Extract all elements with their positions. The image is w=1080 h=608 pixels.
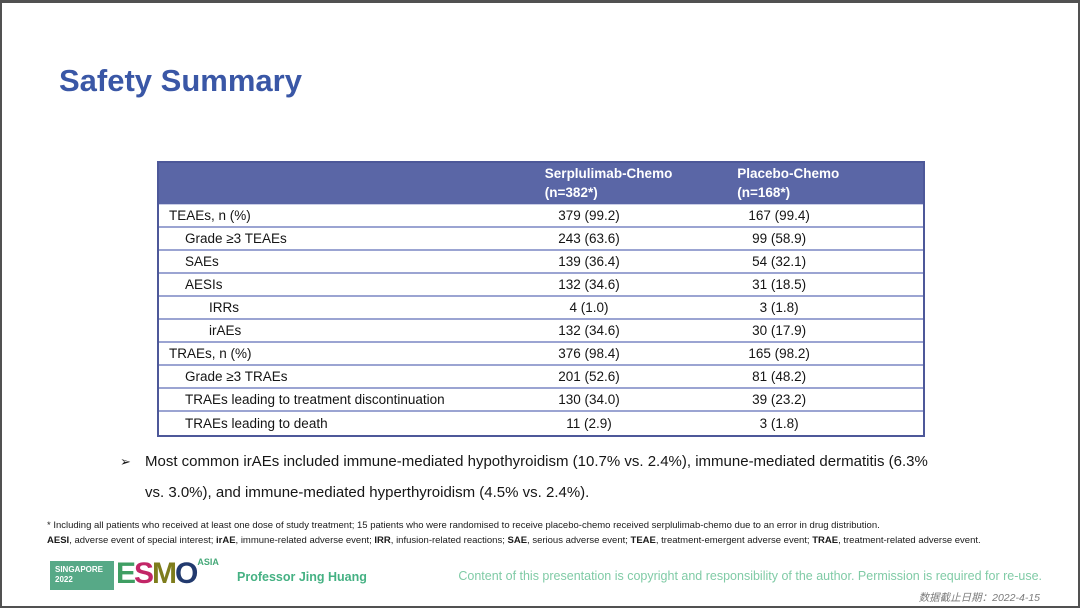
row-value-placebo: 3 (1.8) [759, 300, 799, 315]
header-serplulimab-line1: Serplulimab-Chemo [544, 166, 673, 182]
footnote-text: , serious adverse event; [527, 534, 631, 546]
logo-asia-text: ASIA [197, 557, 219, 567]
table-row: SAEs 139 (36.4) 54 (32.1) [159, 251, 923, 274]
row-value-placebo: 99 (58.9) [752, 231, 807, 246]
header-placebo-line1: Placebo-Chemo [737, 166, 840, 182]
footnote-abbreviation: IRR [374, 534, 391, 546]
row-label: Grade ≥3 TEAEs [185, 231, 287, 246]
footnote-abbreviation: AESI [47, 534, 70, 546]
row-value-serplulimab: 132 (34.6) [558, 277, 620, 292]
table-row: irAEs 132 (34.6) 30 (17.9) [159, 320, 923, 343]
logo-letter-e: E [116, 557, 136, 590]
footnote-text: , treatment-emergent adverse event; [655, 534, 813, 546]
row-value-placebo: 39 (23.2) [752, 392, 807, 407]
row-label: IRRs [209, 300, 239, 315]
footnote-line1: * Including all patients who received at… [47, 520, 880, 531]
header-cell-empty [159, 163, 503, 204]
bullet-text: Most common irAEs included immune-mediat… [145, 453, 928, 501]
footnote-abbreviation: TRAE [812, 534, 839, 546]
table-row: TRAEs, n (%) 376 (98.4) 165 (98.2) [159, 343, 923, 366]
row-label: irAEs [209, 323, 242, 338]
table-body: TEAEs, n (%) 379 (99.2) 167 (99.4) Grade ≥3… [159, 205, 923, 435]
footnote-text: , immune-related adverse event; [235, 534, 375, 546]
table-row: TEAEs, n (%) 379 (99.2) 167 (99.4) [159, 205, 923, 228]
data-cutoff-date: 数据截止日期：2022-4-15 [918, 592, 1040, 604]
row-value-placebo: 31 (18.5) [752, 277, 807, 292]
table-row: AESIs 132 (34.6) 31 (18.5) [159, 274, 923, 297]
row-value-placebo: 54 (32.1) [752, 254, 807, 269]
footnotes: * Including all patients who received at… [47, 519, 1047, 548]
row-value-placebo: 167 (99.4) [748, 208, 810, 223]
header-placebo-line2: (n=168*) [737, 184, 791, 200]
row-value-placebo: 3 (1.8) [759, 416, 799, 431]
row-value-serplulimab: 4 (1.0) [569, 300, 609, 315]
copyright-notice: Content of this presentation is copyrigh… [458, 569, 1042, 583]
row-label: Grade ≥3 TRAEs [185, 369, 288, 384]
logo-letter-s: S [134, 557, 154, 590]
bullet-arrow-icon: ➢ [120, 454, 131, 469]
safety-table: Serplulimab-Chemo (n=382*) Placebo-Chemo… [157, 161, 925, 437]
logo-year-text: 2022 [55, 575, 73, 584]
table-row: TRAEs leading to treatment discontinuati… [159, 389, 923, 412]
logo-letter-m: M [152, 557, 177, 590]
presenter-name: Professor Jing Huang [237, 570, 367, 584]
row-label: SAEs [185, 254, 219, 269]
table-row: Grade ≥3 TRAEs 201 (52.6) 81 (48.2) [159, 366, 923, 389]
footnote-text: , adverse event of special interest; [69, 534, 216, 546]
footnote-text: , infusion-related reactions; [390, 534, 508, 546]
footnote-abbreviation: SAE [507, 534, 528, 546]
row-value-serplulimab: 243 (63.6) [558, 231, 620, 246]
footnote-line2: AESI, adverse event of special interest;… [47, 534, 1047, 549]
logo-singapore-text: SINGAPORE [55, 565, 104, 574]
row-label: TRAEs leading to treatment discontinuati… [185, 392, 445, 407]
bullet-item: ➢ Most common irAEs included immune-medi… [120, 447, 930, 509]
row-value-placebo: 81 (48.2) [752, 369, 807, 384]
logo-letter-o: O [175, 557, 198, 590]
row-label: AESIs [185, 277, 223, 292]
row-value-placebo: 165 (98.2) [748, 346, 810, 361]
row-value-serplulimab: 379 (99.2) [558, 208, 620, 223]
footnote-text: , treatment-related adverse event. [838, 534, 981, 546]
table-header-row: Serplulimab-Chemo (n=382*) Placebo-Chemo… [159, 163, 923, 205]
row-label: TRAEs, n (%) [169, 346, 252, 361]
page-title: Safety Summary [59, 63, 302, 98]
row-label: TEAEs, n (%) [169, 208, 251, 223]
row-label: TRAEs leading to death [185, 416, 328, 431]
table-row: TRAEs leading to death 11 (2.9) 3 (1.8) [159, 412, 923, 435]
row-value-serplulimab: 139 (36.4) [558, 254, 620, 269]
header-cell-serplulimab: Serplulimab-Chemo (n=382*) [503, 163, 705, 204]
row-value-serplulimab: 132 (34.6) [558, 323, 620, 338]
footnote-abbreviation: TEAE [630, 534, 656, 546]
footnote-abbreviation: irAE [216, 534, 236, 546]
header-cell-placebo: Placebo-Chemo (n=168*) [705, 163, 923, 204]
row-value-serplulimab: 376 (98.4) [558, 346, 620, 361]
row-value-serplulimab: 11 (2.9) [566, 416, 612, 431]
row-value-serplulimab: 130 (34.0) [558, 392, 620, 407]
logo-singapore-box: SINGAPORE 2022 [50, 561, 114, 590]
row-value-serplulimab: 201 (52.6) [558, 369, 620, 384]
header-serplulimab-line2: (n=382*) [544, 184, 598, 200]
table-row: IRRs 4 (1.0) 3 (1.8) [159, 297, 923, 320]
table-row: Grade ≥3 TEAEs 243 (63.6) 99 (58.9) [159, 228, 923, 251]
row-value-placebo: 30 (17.9) [752, 323, 807, 338]
